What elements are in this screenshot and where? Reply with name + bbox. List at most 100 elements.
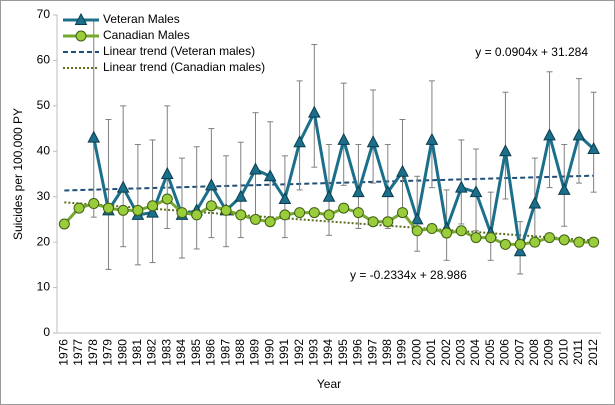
marker (205, 178, 218, 191)
legend-label: Canadian Males (103, 28, 190, 42)
marker (338, 202, 350, 214)
marker (191, 209, 203, 221)
marker (557, 182, 571, 195)
marker (410, 212, 424, 225)
x-tick-label: 1976 (57, 339, 71, 366)
x-tick-label: 2010 (556, 339, 570, 366)
trend-equation: y = -0.2334x + 28.986 (350, 268, 467, 282)
marker (352, 207, 364, 219)
marker (234, 189, 248, 202)
marker (249, 213, 261, 225)
marker (249, 162, 262, 175)
y-tick-label: 10 (37, 280, 51, 294)
marker (499, 238, 511, 250)
marker (88, 198, 100, 210)
marker (116, 180, 130, 193)
marker (544, 232, 556, 244)
x-tick-label: 1999 (395, 339, 409, 366)
x-tick-label: 1989 (248, 339, 262, 366)
x-tick-label: 2005 (483, 339, 497, 366)
x-tick-label: 2011 (571, 339, 585, 365)
marker (87, 130, 101, 143)
marker (454, 180, 468, 193)
legend-label: Veteran Males (103, 12, 180, 26)
x-tick-label: 1981 (130, 339, 144, 366)
x-tick-label: 1995 (336, 339, 350, 366)
marker (514, 238, 526, 250)
marker (588, 236, 600, 248)
marker (176, 207, 188, 219)
x-tick-label: 2006 (498, 339, 512, 366)
marker (235, 209, 247, 221)
y-tick-label: 30 (37, 189, 51, 203)
marker (382, 216, 394, 228)
y-axis-label: Suicides per 100,000 PY (11, 108, 25, 240)
marker (161, 193, 173, 205)
y-tick-label: 40 (37, 143, 51, 157)
x-tick-label: 1991 (277, 339, 291, 366)
marker (220, 204, 232, 216)
marker (366, 135, 380, 148)
y-tick-label: 70 (37, 7, 51, 21)
x-tick-label: 1998 (380, 339, 394, 366)
marker (263, 169, 277, 182)
x-tick-label: 1980 (115, 339, 129, 366)
x-tick-label: 2008 (527, 339, 541, 366)
marker (469, 185, 483, 198)
marker (132, 204, 144, 216)
x-tick-label: 2003 (453, 339, 467, 366)
y-tick-label: 20 (37, 234, 51, 248)
x-tick-label: 1977 (71, 339, 85, 366)
marker (73, 202, 85, 214)
x-tick-label: 1997 (365, 339, 379, 366)
x-tick-label: 1996 (351, 339, 365, 366)
y-tick-label: 60 (37, 53, 51, 67)
marker (455, 225, 467, 237)
marker (513, 244, 527, 257)
legend-marker (75, 30, 87, 42)
marker (441, 227, 453, 239)
x-tick-label: 2002 (439, 339, 453, 366)
marker (528, 196, 542, 209)
marker (558, 234, 570, 246)
marker (572, 128, 586, 141)
marker (117, 204, 129, 216)
marker (264, 216, 276, 228)
x-tick-label: 1992 (292, 339, 306, 366)
marker (411, 225, 423, 237)
x-tick-label: 1985 (189, 339, 203, 366)
x-tick-label: 1988 (233, 339, 247, 366)
marker (147, 200, 159, 212)
legend-label: Linear trend (Canadian males) (103, 60, 265, 74)
x-tick-label: 1983 (159, 339, 173, 366)
marker (485, 232, 497, 244)
x-tick-label: 1987 (218, 339, 232, 366)
x-tick-label: 1984 (174, 339, 188, 366)
marker (587, 141, 600, 155)
marker (278, 191, 292, 204)
marker (102, 202, 114, 214)
x-tick-label: 2012 (586, 339, 600, 366)
marker (308, 207, 320, 219)
y-tick-label: 50 (37, 98, 51, 112)
marker (381, 185, 395, 198)
x-tick-label: 2009 (542, 339, 556, 366)
marker (279, 209, 291, 221)
x-tick-label: 1990 (262, 339, 276, 366)
marker (58, 218, 70, 230)
marker (323, 209, 335, 221)
marker (425, 132, 439, 145)
x-tick-label: 2000 (409, 339, 423, 366)
marker (205, 200, 217, 212)
marker (529, 236, 541, 248)
x-tick-label: 2001 (424, 339, 438, 366)
marker (160, 166, 174, 179)
marker (397, 207, 409, 219)
y-tick-label: 0 (43, 325, 50, 339)
x-tick-label: 1979 (101, 339, 115, 366)
x-tick-label: 1986 (204, 339, 218, 366)
marker (499, 144, 512, 157)
legend-label: Linear trend (Veteran males) (103, 44, 255, 58)
x-tick-label: 2007 (512, 339, 526, 366)
